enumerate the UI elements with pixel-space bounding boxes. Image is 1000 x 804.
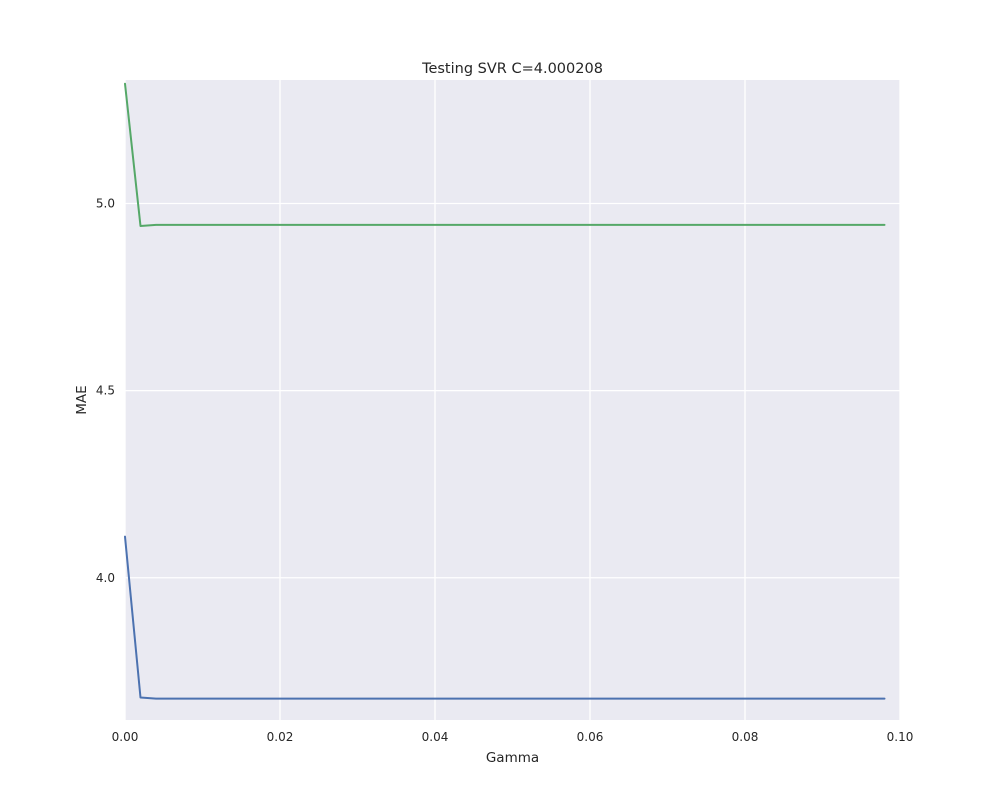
x-tick-label: 0.08 bbox=[732, 730, 759, 744]
y-axis-label: MAE bbox=[74, 385, 90, 414]
x-tick-label: 0.04 bbox=[422, 730, 449, 744]
x-tick-label: 0.10 bbox=[887, 730, 914, 744]
series-line-2 bbox=[124, 82, 886, 227]
x-axis-label: Gamma bbox=[486, 750, 539, 766]
plot-background bbox=[125, 80, 900, 720]
tick-labels: 0.00 0.02 0.04 0.06 0.08 0.10 4.0 4.5 5.0 bbox=[96, 197, 913, 744]
y-tick-label: 4.5 bbox=[96, 384, 115, 398]
x-tick-label: 0.00 bbox=[112, 730, 139, 744]
chart-title: Testing SVR C=4.000208 bbox=[421, 61, 603, 77]
x-tick-label: 0.06 bbox=[577, 730, 604, 744]
y-tick-label: 4.0 bbox=[96, 571, 115, 585]
grid-lines bbox=[124, 80, 901, 720]
x-tick-label: 0.02 bbox=[267, 730, 294, 744]
y-tick-label: 5.0 bbox=[96, 197, 115, 211]
series-lines bbox=[124, 82, 886, 700]
series-line-1 bbox=[124, 535, 886, 700]
